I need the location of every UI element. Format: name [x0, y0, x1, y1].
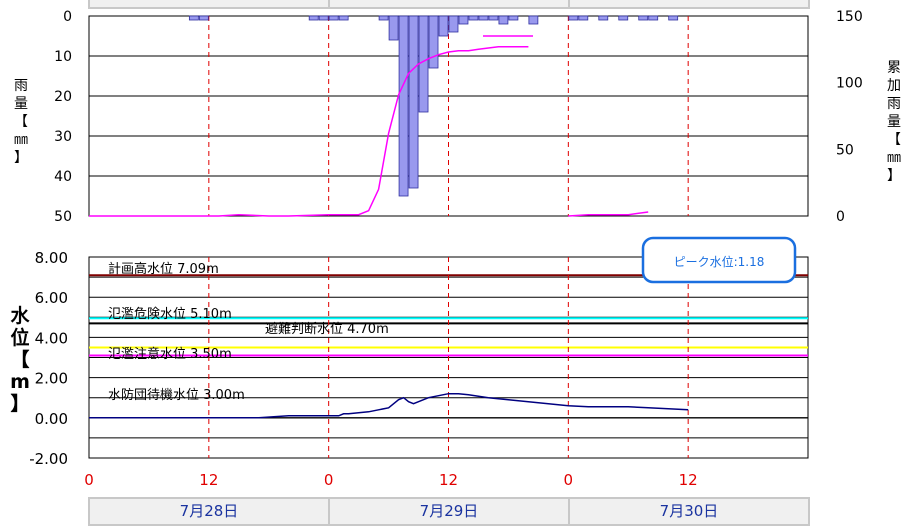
- rain-bar: [468, 15, 479, 21]
- rain-bar: [638, 15, 649, 21]
- level-tick: 0.00: [35, 410, 68, 428]
- threshold-label: 避難判断水位 4.70m: [265, 322, 389, 337]
- rain-bar: [198, 15, 209, 21]
- rain-bar: [438, 15, 449, 37]
- level-axis-label-text: 水位【 m】: [10, 305, 30, 415]
- rain-left-tick: 30: [54, 129, 72, 145]
- threshold-label: 氾濫危険水位 5.10m: [108, 307, 232, 322]
- rain-right-tick: 50: [836, 142, 854, 158]
- rain-bar: [488, 15, 499, 21]
- date-label-3: 7月30日: [568, 497, 810, 526]
- level-tick: 8.00: [35, 249, 68, 267]
- rain-bar: [668, 15, 679, 21]
- rain-bar: [188, 15, 199, 21]
- rain-bar: [598, 15, 609, 21]
- top-date-box-1: [88, 0, 330, 9]
- x-axis-tick-labels: 0 12 0 12 0 12: [84, 471, 697, 489]
- rainfall-left-label-text: 雨量【㎜】: [14, 78, 28, 166]
- water-level-panel: 計画高水位 7.09m 氾濫危険水位 5.10m 避難判断水位 4.70m 氾濫注意水…: [10, 236, 809, 468]
- level-axis-label: 水位【 m】: [10, 305, 30, 415]
- rain-right-tick: 0: [836, 209, 845, 225]
- date-label-1: 7月28日: [88, 497, 330, 526]
- cumulative-rain-line: [89, 45, 649, 217]
- x-tick-label: 0: [324, 471, 334, 489]
- rain-bar: [388, 15, 399, 41]
- rain-left-tick: 40: [54, 169, 72, 185]
- rain-bar: [308, 15, 319, 21]
- rainfall-right-label-text: 累加雨量【㎜】: [887, 60, 901, 184]
- rain-bar: [318, 15, 329, 21]
- rain-bar: [508, 15, 519, 21]
- rain-bar: [338, 15, 349, 21]
- level-vertical-gridlines: [208, 257, 689, 458]
- rain-right-tick: 150: [836, 9, 863, 25]
- rain-left-tick: 10: [54, 49, 72, 65]
- rain-bar: [408, 15, 419, 189]
- rain-bar: [578, 15, 589, 21]
- rain-right-tick: 100: [836, 76, 863, 92]
- level-tick-labels: 8.00 6.00 4.00 2.00 0.00 -2.00: [29, 249, 68, 468]
- rain-bar: [428, 15, 439, 69]
- x-tick-label: 12: [199, 471, 218, 489]
- x-tick-label: 12: [679, 471, 698, 489]
- x-tick-label: 12: [439, 471, 458, 489]
- rain-bar: [378, 15, 389, 21]
- top-date-box-2: [328, 0, 570, 9]
- rainfall-right-tick-labels: 150 100 50 0: [836, 9, 863, 225]
- rain-bar: [528, 15, 539, 25]
- rain-bar: [618, 15, 629, 21]
- rain-bar: [418, 15, 429, 113]
- peak-level-label: ピーク水位:1.18: [674, 254, 765, 269]
- threshold-labels: 計画高水位 7.09m 氾濫危険水位 5.10m 避難判断水位 4.70m 氾濫注意水…: [108, 261, 389, 403]
- rain-bar: [448, 15, 459, 33]
- level-tick: 6.00: [35, 289, 68, 307]
- rain-left-tick: 20: [54, 89, 72, 105]
- rain-bar: [398, 15, 409, 197]
- x-tick-label: 0: [84, 471, 94, 489]
- date-label-2: 7月29日: [328, 497, 570, 526]
- rainfall-right-axis-label: 累加雨量【㎜】: [887, 60, 901, 184]
- rain-bar: [458, 15, 469, 25]
- threshold-label: 水防団待機水位 3.00m: [108, 387, 245, 403]
- rain-left-tick: 0: [63, 9, 72, 25]
- x-tick-label: 0: [564, 471, 574, 489]
- rain-bar: [328, 15, 339, 21]
- peak-callout-box: [641, 236, 797, 284]
- threshold-label: 計画高水位 7.09m: [108, 261, 219, 277]
- hourly-rain-bars: [188, 15, 679, 197]
- rainfall-vertical-gridlines: [208, 16, 689, 216]
- level-tick: 4.00: [35, 329, 68, 347]
- rain-bar: [568, 15, 579, 21]
- rainfall-left-axis-label: 雨量【㎜】: [14, 78, 28, 166]
- rain-left-tick: 50: [54, 209, 72, 225]
- rain-bar: [478, 15, 489, 21]
- rain-bar: [648, 15, 659, 21]
- level-tick: -2.00: [29, 450, 68, 468]
- rainfall-left-tick-labels: 0 10 20 30 40 50: [54, 9, 72, 225]
- level-tick: 2.00: [35, 370, 68, 388]
- top-date-box-3: [568, 0, 810, 9]
- water-level-line: [89, 392, 689, 419]
- rain-bar: [498, 15, 509, 25]
- threshold-label: 氾濫注意水位 3.50m: [108, 346, 232, 362]
- rainfall-panel: 0 10 20 30 40 50 150 100 50 0 雨量【㎜】 累加雨量【㎜】: [14, 9, 901, 225]
